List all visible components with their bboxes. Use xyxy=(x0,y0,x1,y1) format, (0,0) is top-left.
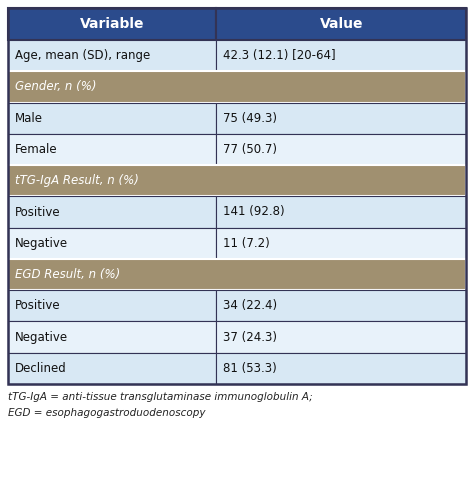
Bar xyxy=(217,134,466,165)
Bar xyxy=(217,321,466,353)
Text: 77 (50.7): 77 (50.7) xyxy=(223,143,277,156)
Bar xyxy=(8,40,217,71)
Bar xyxy=(217,197,466,227)
Text: tTG-IgA Result, n (%): tTG-IgA Result, n (%) xyxy=(15,174,139,187)
Text: 34 (22.4): 34 (22.4) xyxy=(223,299,277,312)
Text: 37 (24.3): 37 (24.3) xyxy=(223,331,277,344)
Text: Positive: Positive xyxy=(15,299,61,312)
Text: Male: Male xyxy=(15,112,43,125)
Text: Variable: Variable xyxy=(80,17,145,31)
Bar xyxy=(217,8,466,40)
Text: tTG-IgA = anti-tissue transglutaminase immunoglobulin A;: tTG-IgA = anti-tissue transglutaminase i… xyxy=(8,392,313,402)
Text: Age, mean (SD), range: Age, mean (SD), range xyxy=(15,49,150,62)
Text: Negative: Negative xyxy=(15,237,68,250)
Text: Value: Value xyxy=(319,17,363,31)
Text: Gender, n (%): Gender, n (%) xyxy=(15,80,97,93)
Bar xyxy=(217,227,466,259)
Text: EGD = esophagogastroduodenoscopy: EGD = esophagogastroduodenoscopy xyxy=(8,408,206,418)
Bar xyxy=(8,227,217,259)
Bar xyxy=(217,40,466,71)
Text: 11 (7.2): 11 (7.2) xyxy=(223,237,270,250)
Bar xyxy=(8,259,466,290)
Bar xyxy=(8,165,466,197)
Bar xyxy=(8,103,217,134)
Text: 81 (53.3): 81 (53.3) xyxy=(223,362,277,375)
Bar xyxy=(8,353,217,384)
Bar xyxy=(8,71,466,103)
Text: Negative: Negative xyxy=(15,331,68,344)
Text: Declined: Declined xyxy=(15,362,67,375)
Bar xyxy=(217,353,466,384)
Text: Positive: Positive xyxy=(15,206,61,218)
Bar xyxy=(8,197,217,227)
Bar xyxy=(8,321,217,353)
Bar xyxy=(8,8,466,384)
Bar xyxy=(217,103,466,134)
Bar xyxy=(8,290,217,321)
Bar xyxy=(217,290,466,321)
Text: EGD Result, n (%): EGD Result, n (%) xyxy=(15,268,120,281)
Bar xyxy=(8,134,217,165)
Text: 75 (49.3): 75 (49.3) xyxy=(223,112,277,125)
Text: 42.3 (12.1) [20-64]: 42.3 (12.1) [20-64] xyxy=(223,49,336,62)
Text: 141 (92.8): 141 (92.8) xyxy=(223,206,285,218)
Bar xyxy=(8,8,217,40)
Text: Female: Female xyxy=(15,143,58,156)
